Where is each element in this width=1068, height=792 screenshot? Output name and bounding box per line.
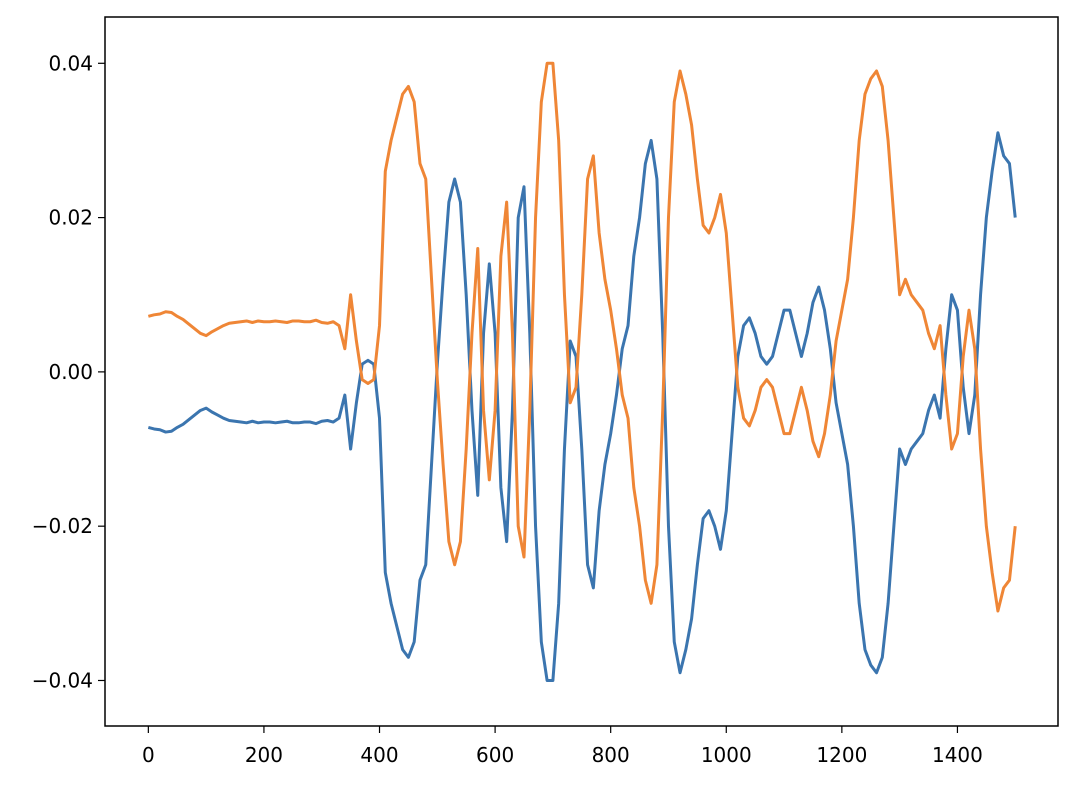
- x-tick-label: 1200: [816, 743, 867, 767]
- x-tick-label: 1000: [701, 743, 752, 767]
- data-line: [147, 131, 1017, 682]
- x-tick-label: 1400: [932, 743, 983, 767]
- y-tick-label: −0.04: [32, 668, 93, 692]
- y-tick-label: −0.02: [32, 514, 93, 538]
- data-line: [147, 61, 1017, 613]
- x-tick-label: 0: [142, 743, 155, 767]
- y-tick-label: 0.02: [48, 206, 93, 230]
- y-tick-label: 0.04: [48, 51, 93, 75]
- x-tick-label: 600: [476, 743, 514, 767]
- x-tick-label: 800: [592, 743, 630, 767]
- x-tick-label: 400: [360, 743, 398, 767]
- x-tick-label: 200: [245, 743, 283, 767]
- plot-frame: [104, 16, 1059, 727]
- y-tick-label: 0.00: [48, 360, 93, 384]
